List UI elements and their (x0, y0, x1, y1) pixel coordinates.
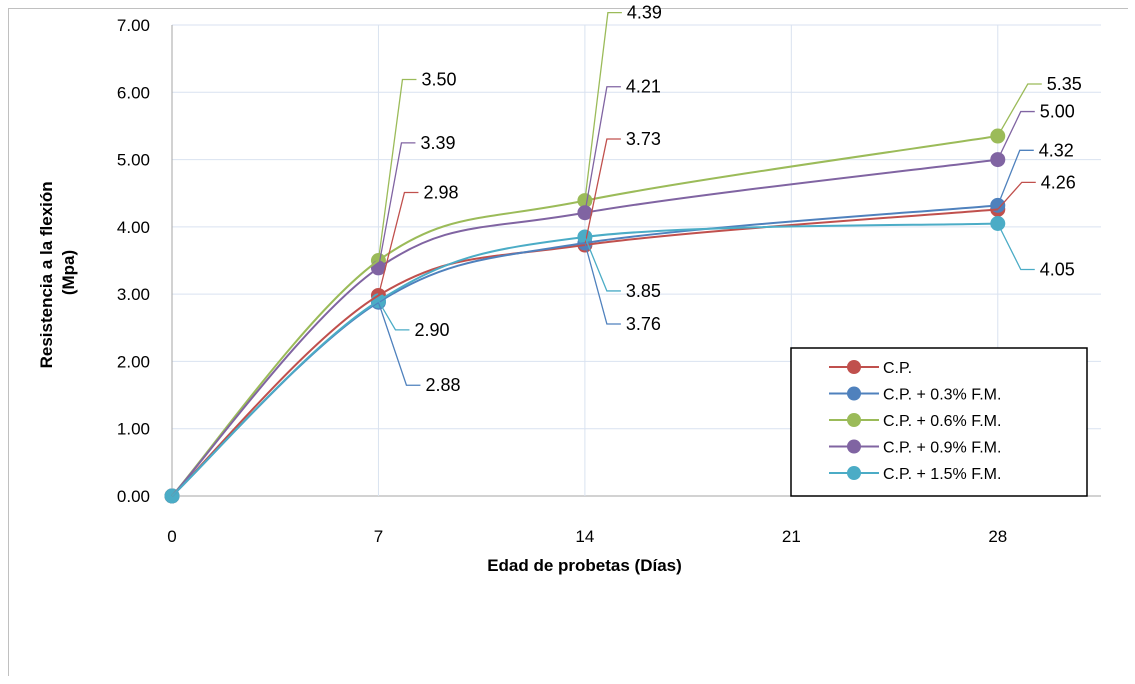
label-leader-line (584, 242, 621, 325)
x-tick-label: 7 (374, 527, 383, 546)
y-tick-label: 2.00 (117, 352, 150, 371)
data-label: 4.26 (1041, 172, 1076, 192)
y-tick-label: 6.00 (117, 83, 150, 102)
data-label: 5.00 (1040, 102, 1075, 122)
label-leader-line (997, 110, 1035, 160)
y-tick-label: 3.00 (117, 285, 150, 304)
series-line (171, 222, 998, 497)
y-axis-title-line2: (Mpa) (59, 250, 78, 295)
legend-label: C.P. + 1.5% F.M. (883, 466, 1001, 483)
data-label: 3.50 (421, 70, 456, 90)
x-tick-label: 14 (575, 527, 594, 546)
y-tick-label: 1.00 (117, 420, 150, 439)
legend-label: C.P. + 0.9% F.M. (883, 440, 1001, 457)
data-label: 3.73 (626, 129, 661, 149)
legend: C.P. C.P. + 0.3% F.M. C.P. + 0.6% F.M. C.P.… (790, 347, 1088, 497)
y-tick-label: 5.00 (117, 151, 150, 170)
label-leader-line (584, 236, 621, 292)
data-label: 4.32 (1039, 140, 1074, 160)
label-leader-line (997, 181, 1036, 210)
y-tick-labels: 0.00 1.00 2.00 3.00 4.00 5.00 6.00 7.00 (117, 16, 150, 506)
label-leader-line (584, 86, 621, 213)
y-axis-title-line1: Resistencia a la flexión (37, 181, 56, 368)
x-tick-labels: 0 7 14 21 28 (167, 527, 1007, 546)
y-tick-label: 0.00 (117, 487, 150, 506)
data-label: 2.90 (414, 320, 449, 340)
legend-box (790, 347, 1088, 497)
data-label: 2.98 (423, 182, 458, 202)
y-tick-label: 7.00 (117, 16, 150, 35)
data-label: 4.39 (627, 3, 662, 23)
series-line (171, 135, 998, 497)
legend-label: C.P. + 0.6% F.M. (883, 413, 1001, 430)
legend-marker (847, 360, 861, 374)
series-line (171, 158, 998, 497)
x-tick-label: 28 (988, 527, 1007, 546)
y-axis-title: Resistencia a la flexión (Mpa) (37, 177, 78, 369)
series-line (171, 208, 998, 497)
x-axis-title: Edad de probetas (Días) (487, 556, 682, 575)
label-leader-line (584, 138, 621, 246)
x-tick-label: 0 (167, 527, 176, 546)
label-leader-line (584, 11, 622, 201)
data-label: 3.39 (420, 133, 455, 153)
label-leader-line (377, 142, 416, 269)
legend-marker (847, 413, 861, 427)
legend-label: C.P. (883, 360, 912, 377)
data-label: 5.35 (1047, 74, 1082, 94)
data-label: 3.76 (626, 314, 661, 334)
label-leader-line (997, 83, 1042, 137)
label-leader-line (377, 78, 417, 261)
label-leader-line (377, 302, 421, 386)
label-leader-line (377, 191, 419, 296)
legend-marker (847, 439, 861, 454)
label-leader-line (997, 149, 1034, 206)
label-leader-line (377, 300, 410, 331)
legend-label: C.P. + 0.3% F.M. (883, 387, 1001, 404)
legend-marker (847, 466, 861, 480)
label-leader-line (997, 223, 1035, 271)
data-label: 4.21 (626, 77, 661, 97)
data-label: 4.05 (1040, 259, 1075, 279)
data-labels: 2.98 3.73 4.26 2.88 3.76 4.32 3.50 4.39 5.35 3.39… (377, 3, 1082, 395)
data-label: 3.85 (626, 281, 661, 301)
data-label: 2.88 (425, 375, 460, 395)
x-tick-label: 21 (782, 527, 801, 546)
chart-frame (8, 8, 1128, 676)
legend-marker (847, 386, 861, 401)
y-tick-label: 4.00 (117, 218, 150, 237)
